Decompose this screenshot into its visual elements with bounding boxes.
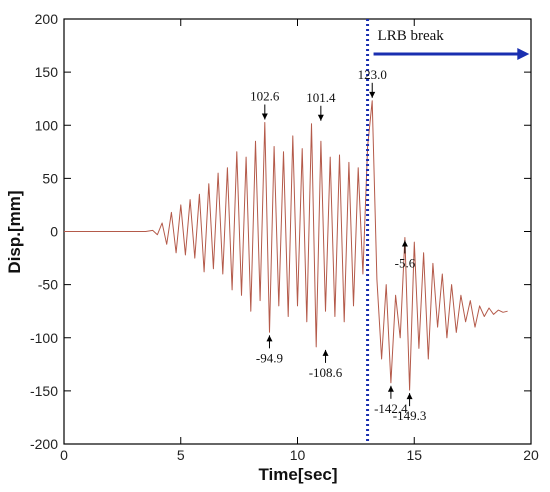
peak-arrow-head [266, 335, 273, 342]
peak-arrow-head [322, 349, 329, 356]
peak-label: -5.6 [395, 255, 416, 270]
y-tick-label: -50 [38, 277, 58, 293]
peak-label: -94.9 [256, 350, 283, 365]
lrb-break: LRB break [366, 19, 530, 444]
peak-label: 123.0 [358, 67, 387, 82]
displacement-line [64, 100, 508, 391]
peak-arrow-head [401, 240, 408, 247]
y-tick-label: 50 [42, 170, 58, 186]
y-tick-label: -200 [30, 436, 58, 452]
peak-arrow-head [261, 113, 268, 120]
break-label: LRB break [378, 28, 445, 44]
peak-label: -142.4 [374, 401, 408, 416]
peak-arrow-head [406, 393, 413, 400]
x-tick-label: 5 [177, 447, 185, 463]
x-tick-label: 15 [406, 447, 422, 463]
y-tick-label: 200 [35, 11, 59, 27]
peak-label: 102.6 [250, 88, 280, 103]
x-tick-label: 0 [60, 447, 68, 463]
annotations: 102.6 101.4 123.0 -5.6 -94.9 -108.6 -142.4-149… [250, 67, 426, 423]
y-tick-label: 100 [35, 117, 59, 133]
peak-arrow-head [369, 91, 376, 98]
peak-label: 101.4 [306, 90, 336, 105]
ticks: 0 5 10 15 20 -200 -150 -100 -50 0 50 100 150 200 [30, 11, 539, 463]
x-tick-label: 20 [523, 447, 539, 463]
y-tick-label: -150 [30, 383, 58, 399]
y-tick-label: 0 [50, 224, 58, 240]
x-tick-label: 10 [290, 447, 306, 463]
peak-label: -108.6 [309, 365, 343, 380]
break-arrow-head [517, 48, 530, 60]
peak-arrow-head [387, 385, 394, 392]
y-axis-title: Disp.[mm] [5, 190, 24, 273]
x-axis-title: Time[sec] [258, 465, 337, 484]
peak-label: -149.3 [393, 408, 427, 423]
peak-arrow-head [317, 114, 324, 121]
y-tick-label: 150 [35, 64, 59, 80]
y-tick-label: -100 [30, 330, 58, 346]
